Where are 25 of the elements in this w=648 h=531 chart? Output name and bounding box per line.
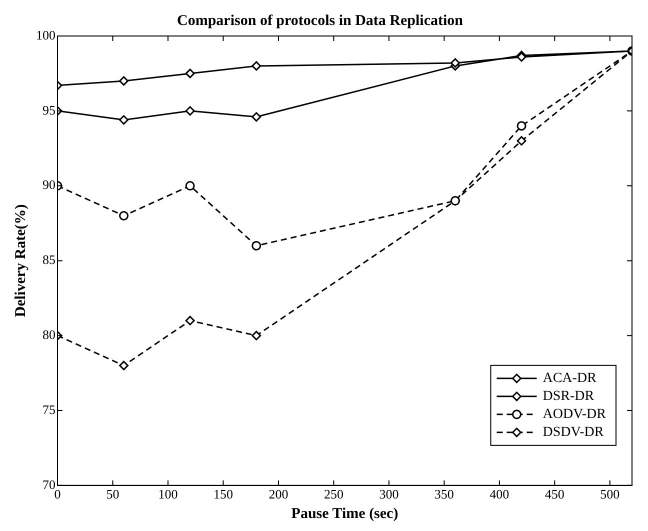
x-tick-label: 50 bbox=[106, 486, 120, 502]
y-tick-label: 100 bbox=[36, 27, 56, 42]
x-tick-label: 0 bbox=[54, 486, 61, 502]
chart-title: Comparison of protocols in Data Replication bbox=[177, 12, 464, 29]
x-tick-label: 400 bbox=[490, 486, 510, 502]
legend-label: DSR-DR bbox=[542, 389, 595, 404]
y-tick-label: 70 bbox=[42, 476, 56, 492]
x-tick-label: 200 bbox=[268, 486, 288, 502]
y-tick-label: 85 bbox=[42, 252, 56, 268]
y-tick-label: 80 bbox=[42, 327, 56, 342]
x-tick-label: 150 bbox=[213, 486, 233, 502]
y-tick-label: 75 bbox=[42, 402, 56, 417]
x-tick-label: 500 bbox=[600, 486, 620, 502]
x-tick-label: 100 bbox=[158, 486, 178, 502]
x-tick-label: 300 bbox=[379, 486, 399, 502]
x-tick-label: 350 bbox=[434, 486, 454, 502]
legend-label: DSDV-DR bbox=[542, 425, 604, 440]
y-tick-label: 90 bbox=[42, 177, 56, 192]
y-axis-title: Delivery Rate(%) bbox=[12, 204, 29, 318]
legend-label: AODV-DR bbox=[542, 407, 607, 422]
legend-label: ACA-DR bbox=[542, 371, 598, 386]
y-tick-label: 95 bbox=[42, 102, 56, 118]
x-tick-label: 450 bbox=[544, 486, 564, 502]
x-axis-title: Pause Time (sec) bbox=[291, 506, 398, 522]
x-tick-label: 250 bbox=[324, 486, 344, 502]
